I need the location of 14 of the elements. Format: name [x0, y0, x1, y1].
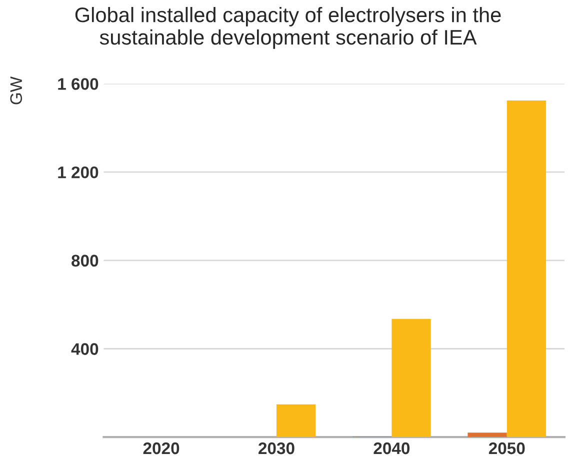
- x-tick-label: 2050: [488, 442, 525, 454]
- x-tick-label: 2020: [143, 442, 180, 454]
- y-axis-title: GW: [10, 76, 22, 104]
- bar: [276, 404, 316, 438]
- y-tick-label: 1 200: [58, 166, 98, 178]
- chart-title: Global installed capacity of electrolysers in the sustainable development scenario of IEA: [75, 6, 501, 49]
- bar: [506, 100, 546, 438]
- y-tick-label: 400: [71, 343, 98, 355]
- x-tick-label: 2040: [374, 442, 410, 454]
- y-tick-label: 1 600: [58, 78, 98, 90]
- y-tick-label: 800: [72, 254, 98, 267]
- bar: [392, 318, 431, 438]
- x-tick-label: 2030: [258, 442, 294, 454]
- bar: [468, 432, 507, 438]
